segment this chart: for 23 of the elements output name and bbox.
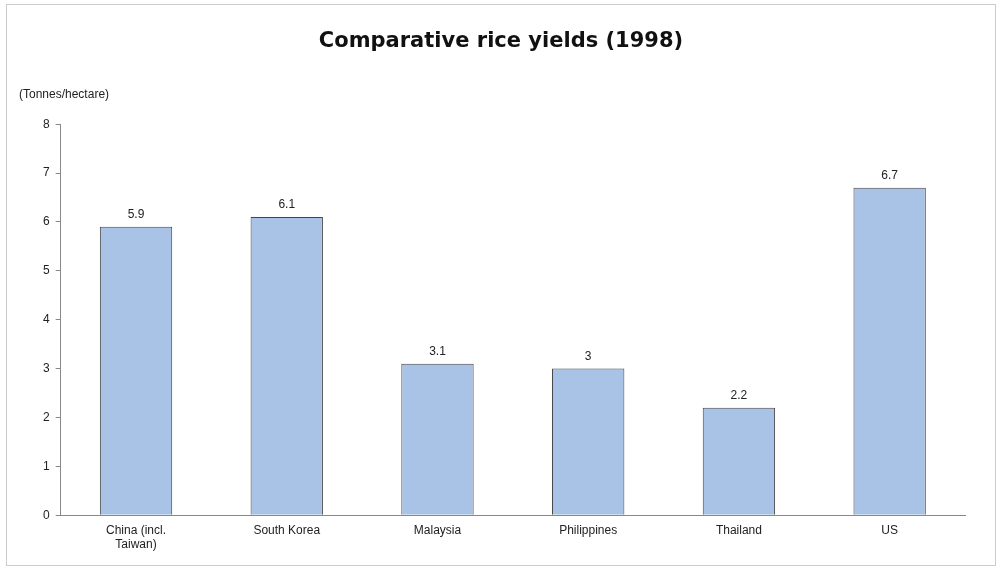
data-label: 6.1 (278, 197, 296, 212)
data-label: 3 (584, 348, 592, 363)
x-tick-label: US (881, 522, 898, 537)
y-tick-label: 6 (42, 214, 50, 229)
chart-title: Comparative rice yields (1998) (318, 28, 684, 53)
x-tick-label: Malaysia (413, 522, 462, 537)
data-label: 2.2 (730, 387, 748, 402)
data-label: 5.9 (127, 207, 145, 222)
x-tick-label: China (incl. Taiwan) (106, 522, 167, 552)
y-tick-label: 3 (42, 360, 50, 375)
y-tick-label: 0 (42, 507, 50, 522)
y-axis-title: (Tonnes/hectare) (19, 86, 110, 101)
x-tick-label: Philippines (559, 522, 618, 537)
x-tick-label: South Korea (253, 522, 321, 537)
y-tick-label: 7 (42, 165, 50, 180)
data-label: 3.1 (429, 344, 447, 358)
y-tick-label: 2 (42, 409, 50, 424)
y-tick-label: 4 (42, 312, 50, 327)
y-tick-label: 8 (42, 116, 50, 131)
x-tick-label: Thailand (715, 522, 762, 537)
y-tick-label: 5 (42, 263, 50, 278)
y-tick-label: 1 (42, 458, 50, 473)
data-label: 6.7 (881, 168, 899, 183)
